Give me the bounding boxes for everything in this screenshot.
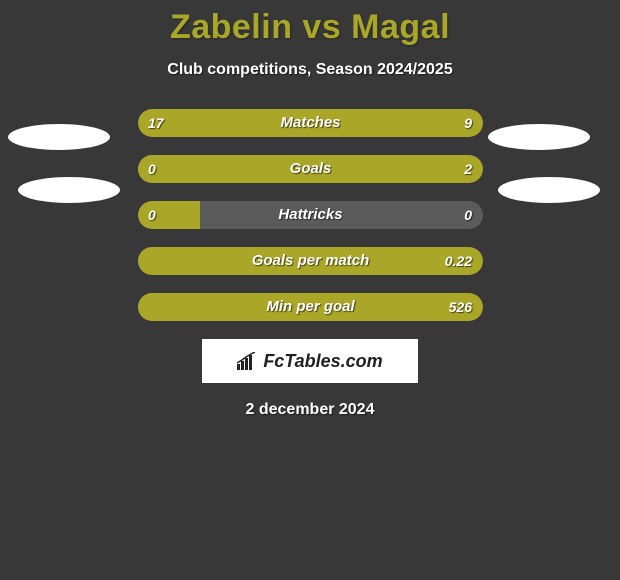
bar-chart-icon bbox=[237, 352, 259, 370]
logo-text: FcTables.com bbox=[263, 351, 382, 372]
stat-row: Goals0 2 bbox=[0, 155, 620, 183]
subtitle: Club competitions, Season 2024/2025 bbox=[0, 61, 620, 79]
stat-row: Matches17 9 bbox=[0, 109, 620, 137]
date-text: 2 december 2024 bbox=[0, 401, 620, 419]
logo-box: FcTables.com bbox=[202, 339, 418, 383]
stat-label: Matches bbox=[138, 109, 483, 137]
stat-label: Goals bbox=[138, 155, 483, 183]
logo: FcTables.com bbox=[237, 351, 382, 372]
stat-value-right: 0 bbox=[464, 201, 472, 229]
stat-value-right: 9 bbox=[464, 109, 472, 137]
stat-value-right: 2 bbox=[464, 155, 472, 183]
stat-value-left: 0 bbox=[148, 155, 156, 183]
stats-container: Matches179Goals02Hattricks00Goals per ma… bbox=[0, 109, 620, 321]
stat-row: Hattricks0 0 bbox=[0, 201, 620, 229]
stat-row: Min per goal526 bbox=[0, 293, 620, 321]
stat-value-left: 0 bbox=[148, 201, 156, 229]
stat-label: Hattricks bbox=[138, 201, 483, 229]
page-title: Zabelin vs Magal bbox=[0, 0, 620, 47]
stat-row: Goals per match0.22 bbox=[0, 247, 620, 275]
stat-value-right: 0.22 bbox=[445, 247, 472, 275]
stat-label: Min per goal bbox=[138, 293, 483, 321]
stat-label: Goals per match bbox=[138, 247, 483, 275]
stat-value-right: 526 bbox=[449, 293, 472, 321]
stat-value-left: 17 bbox=[148, 109, 164, 137]
